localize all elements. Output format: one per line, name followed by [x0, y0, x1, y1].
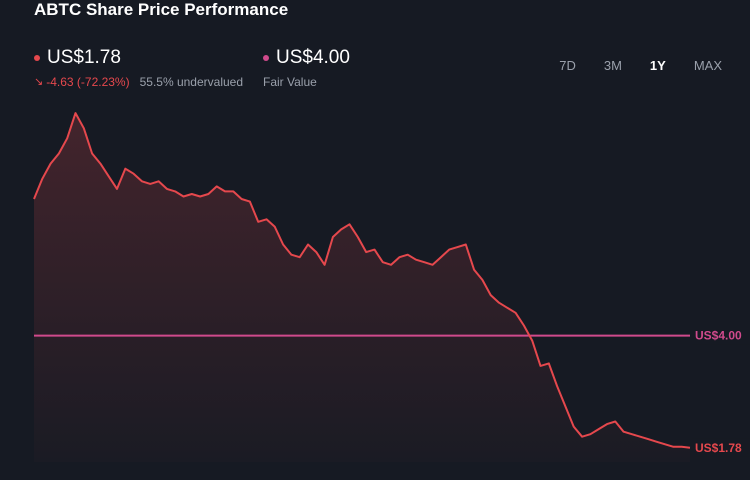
- fair-value-block: US$4.00 Fair Value: [263, 46, 350, 89]
- valuation-status: 55.5% undervalued: [139, 75, 244, 89]
- period-3m[interactable]: 3M: [603, 58, 622, 73]
- svg-text:US$4.00: US$4.00: [695, 329, 742, 343]
- period-selector: 7D 3M 1Y MAX: [545, 58, 736, 74]
- fair-value-label: Fair Value: [263, 75, 317, 89]
- price-end-label: US$1.78: [692, 438, 750, 457]
- price-area-fill: [34, 113, 690, 462]
- svg-text:US$1.78: US$1.78: [695, 441, 742, 455]
- period-7d[interactable]: 7D: [559, 58, 576, 73]
- chart-title: ABTC Share Price Performance: [34, 0, 289, 19]
- fair-value-end-label: US$4.00: [692, 326, 750, 345]
- current-price: US$1.78: [47, 47, 121, 68]
- arrow-down-right-icon: ↘: [34, 76, 44, 88]
- current-price-block: US$1.78 ↘ -4.63 (-72.23%) 55.5% underval…: [34, 46, 243, 89]
- price-change: -4.63 (-72.23%): [46, 75, 130, 89]
- fair-value: US$4.00: [276, 47, 350, 68]
- fair-value-dot-icon: [263, 55, 269, 61]
- price-dot-icon: [34, 55, 40, 61]
- period-max[interactable]: MAX: [693, 58, 722, 73]
- price-line: [33, 112, 691, 449]
- period-1y[interactable]: 1Y: [649, 58, 666, 73]
